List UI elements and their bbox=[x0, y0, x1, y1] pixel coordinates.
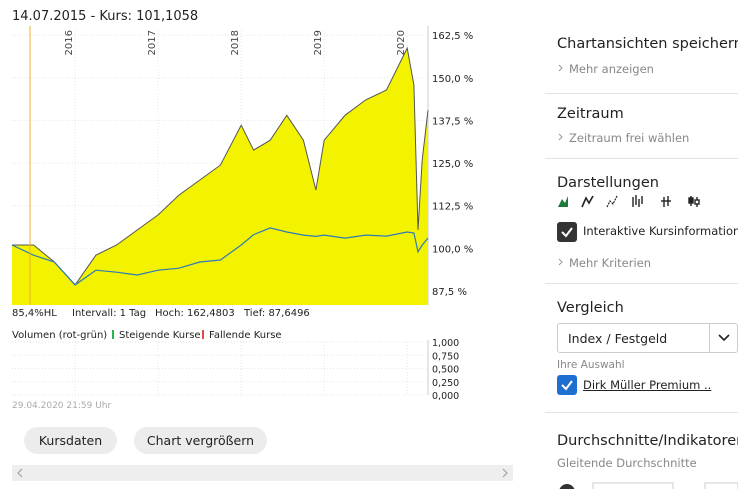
chart: 14.07.2015 - Kurs: 101,1058 87,5 % 100,0 … bbox=[11, 9, 473, 411]
x-tick-label: 2019 bbox=[313, 30, 324, 55]
select-value: Index / Festgeld bbox=[568, 331, 668, 346]
annotation: Intervall: 1 Tag bbox=[72, 308, 146, 319]
y-tick-label: 112,5 % bbox=[432, 202, 473, 213]
legend-swatch bbox=[202, 330, 204, 339]
annotation: 85,4%HL bbox=[12, 308, 57, 319]
legend-entry: Steigende Kurse bbox=[119, 330, 201, 341]
chart-style-icons[interactable] bbox=[557, 193, 737, 209]
x-tick-label: 2018 bbox=[230, 30, 241, 55]
indicator-controls[interactable] bbox=[557, 480, 738, 489]
y-tick-label: 0,000 bbox=[432, 391, 459, 402]
separator bbox=[545, 283, 738, 284]
area-outline bbox=[12, 46, 429, 286]
link[interactable]: Mehr anzeigen bbox=[569, 62, 654, 76]
comparison-item[interactable]: Dirk Müller Premium .. bbox=[583, 378, 712, 392]
label: Ihre Auswahl bbox=[557, 359, 625, 371]
x-tick-label: 2017 bbox=[147, 30, 158, 55]
y-tick-label: 150,0 % bbox=[432, 74, 473, 85]
chevron bbox=[718, 334, 730, 342]
legend-swatch bbox=[112, 330, 114, 339]
section-title: Chartansichten speichern bbox=[557, 36, 738, 52]
section-title: Durchschnitte/Indikatoren bbox=[557, 433, 738, 449]
y-tick-label: 0,250 bbox=[432, 378, 459, 389]
section-title: Zeitraum bbox=[557, 106, 624, 122]
y-tick-label: 0,500 bbox=[432, 365, 459, 376]
checkbox-label: Interaktive Kursinformatione bbox=[583, 224, 738, 238]
y-tick-label: 125,0 % bbox=[432, 159, 473, 170]
y-tick-label: 137,5 % bbox=[432, 116, 473, 127]
legend-entry: Fallende Kurse bbox=[209, 330, 282, 341]
separator bbox=[545, 158, 738, 159]
annotation: Tief: 87,6496 bbox=[243, 308, 310, 319]
annotation: Hoch: 162,4803 bbox=[155, 308, 235, 319]
scrollbar[interactable] bbox=[12, 465, 513, 481]
select-divider bbox=[709, 324, 710, 352]
separator bbox=[545, 93, 738, 94]
y-tick-label: 1,000 bbox=[432, 338, 459, 349]
section-title: Darstellungen bbox=[557, 175, 659, 191]
scroll-arrows bbox=[17, 468, 508, 478]
separator bbox=[545, 412, 738, 413]
chart-title: 14.07.2015 - Kurs: 101,1058 bbox=[12, 9, 198, 24]
y-tick-label: 0,750 bbox=[432, 351, 459, 362]
x-tick-label: 2020 bbox=[396, 30, 407, 55]
volume-title: Volumen (rot-grün) bbox=[12, 330, 107, 341]
link-chevron bbox=[558, 258, 563, 266]
link[interactable]: Mehr Kriterien bbox=[569, 256, 652, 270]
y-tick-label: 162,5 % bbox=[432, 31, 473, 42]
timestamp: 29.04.2020 21:59 Uhr bbox=[12, 401, 111, 411]
label: Gleitende Durchschnitte bbox=[557, 456, 697, 470]
link[interactable]: Zeitraum frei wählen bbox=[569, 131, 690, 145]
area bbox=[12, 48, 428, 305]
price-plot: 87,5 % 100,0 % 112,5 % 125,0 % 137,5 % 150,0 … bbox=[11, 26, 473, 402]
line bbox=[11, 227, 429, 286]
select[interactable]: Index / Festgeld bbox=[557, 323, 738, 353]
link-chevrons bbox=[558, 64, 563, 141]
y-tick-label: 100,0 % bbox=[432, 244, 473, 255]
checkbox[interactable] bbox=[557, 375, 577, 395]
y-tick-label: 87,5 % bbox=[432, 287, 467, 298]
section-title: Vergleich bbox=[557, 300, 624, 316]
button[interactable]: Chart vergrößern bbox=[134, 427, 267, 454]
button[interactable]: Kursdaten bbox=[24, 427, 117, 454]
checkbox[interactable] bbox=[557, 222, 577, 242]
x-tick-label: 2016 bbox=[64, 30, 75, 55]
